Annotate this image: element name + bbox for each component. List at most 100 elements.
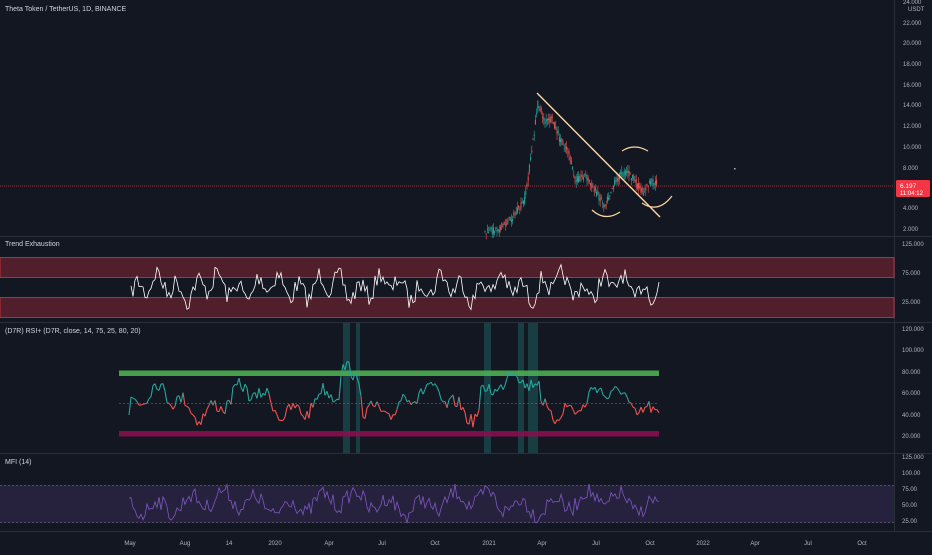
candle-body bbox=[597, 191, 598, 194]
candle-body bbox=[584, 174, 585, 175]
candle-body bbox=[491, 227, 492, 228]
candle-body bbox=[609, 195, 610, 196]
candle-body bbox=[594, 188, 595, 192]
candle-body bbox=[498, 229, 499, 232]
candle-body bbox=[558, 131, 559, 133]
time-tick: Aug bbox=[180, 541, 191, 547]
candle-body bbox=[497, 230, 498, 231]
candle-body bbox=[614, 180, 615, 185]
time-tick: 2021 bbox=[482, 541, 496, 547]
candle-body bbox=[492, 228, 493, 235]
price-tick: 2.000 bbox=[903, 227, 919, 233]
candle-body bbox=[629, 171, 630, 176]
candle-body bbox=[573, 175, 574, 176]
candle-body bbox=[500, 227, 501, 230]
time-tick: Jul bbox=[592, 541, 600, 547]
candle-body bbox=[504, 222, 505, 225]
price-unit: USDT bbox=[908, 7, 925, 13]
candle-body bbox=[647, 184, 648, 186]
rsi-segment bbox=[347, 362, 349, 363]
mfi-tick: 25.00 bbox=[902, 519, 918, 525]
candle-body bbox=[552, 116, 553, 118]
candle-body bbox=[566, 147, 567, 150]
time-tick: 2020 bbox=[268, 541, 282, 547]
candle-body bbox=[600, 199, 601, 202]
candle-body bbox=[618, 178, 619, 181]
candle-body bbox=[605, 206, 606, 207]
candle-body bbox=[608, 198, 609, 200]
trend-pane-title: Trend Exhaustion bbox=[5, 241, 60, 248]
candle-body bbox=[630, 173, 631, 174]
candle-body bbox=[486, 234, 487, 235]
rsi-lower-band bbox=[119, 431, 659, 437]
candle-body bbox=[595, 187, 596, 191]
candle-body bbox=[632, 175, 633, 179]
candle-body bbox=[633, 176, 634, 181]
time-tick: Jul bbox=[804, 541, 812, 547]
candle-body bbox=[627, 170, 628, 172]
rsi-tick: 80.000 bbox=[902, 370, 921, 376]
candle-body bbox=[560, 140, 561, 143]
candle-body bbox=[533, 139, 534, 140]
candle-body bbox=[530, 157, 531, 160]
rsi-segment bbox=[167, 403, 169, 404]
candle-body bbox=[582, 175, 583, 176]
candle-body bbox=[542, 117, 543, 118]
price-tick: 8.000 bbox=[903, 166, 919, 172]
trend-tick: 25.000 bbox=[902, 300, 921, 306]
price-tick: 4.000 bbox=[903, 206, 919, 212]
rsi-tick: 120.000 bbox=[902, 327, 924, 333]
candle-body bbox=[567, 152, 568, 153]
candle-body bbox=[589, 180, 590, 182]
candle-body bbox=[636, 179, 637, 187]
mfi-tick: 125.000 bbox=[902, 455, 924, 461]
candle-body bbox=[564, 149, 565, 150]
candle-body bbox=[489, 229, 490, 230]
candle-body bbox=[581, 175, 582, 177]
candle-body bbox=[603, 204, 604, 207]
candle-body bbox=[593, 187, 594, 188]
rsi-tick: 40.000 bbox=[902, 413, 921, 419]
candle-body bbox=[559, 137, 560, 141]
candle-body bbox=[557, 129, 558, 134]
candle-body bbox=[513, 213, 514, 215]
candle-body bbox=[515, 215, 516, 216]
candle-body bbox=[499, 230, 500, 232]
rsi-segment bbox=[645, 407, 647, 408]
mfi-tick: 100.00 bbox=[902, 471, 921, 477]
candle-body bbox=[554, 122, 555, 128]
candle-body bbox=[638, 183, 639, 189]
candle-body bbox=[518, 206, 519, 208]
candle-body bbox=[501, 223, 502, 227]
last-price-label[interactable]: 6.197 11:04:12 bbox=[896, 180, 930, 197]
candle-body bbox=[507, 220, 508, 224]
candle-body bbox=[635, 180, 636, 181]
candle-body bbox=[534, 135, 535, 137]
candle-body bbox=[529, 165, 530, 172]
candle-body bbox=[540, 109, 541, 111]
time-tick: Apr bbox=[324, 541, 333, 547]
candle-body bbox=[488, 232, 489, 233]
candle-body bbox=[541, 109, 542, 110]
candle-body bbox=[535, 120, 536, 124]
time-tick: 14 bbox=[226, 541, 233, 547]
candle-body bbox=[596, 192, 597, 196]
time-tick: Jul bbox=[378, 541, 386, 547]
candle-body bbox=[621, 171, 622, 176]
candle-body bbox=[522, 202, 523, 203]
candle-body bbox=[537, 101, 538, 108]
candle-body bbox=[641, 188, 642, 193]
candle-body bbox=[587, 175, 588, 181]
candle-body bbox=[615, 180, 616, 181]
candle-body bbox=[606, 205, 607, 206]
candle-body bbox=[601, 198, 602, 199]
price-tick: 24.000 bbox=[903, 0, 922, 6]
time-tick: Oct bbox=[645, 541, 655, 547]
candle-body bbox=[527, 184, 528, 187]
candle-body bbox=[523, 201, 524, 204]
candle-body bbox=[509, 217, 510, 218]
candle-body bbox=[575, 176, 576, 179]
trend-lower-band bbox=[0, 298, 894, 318]
